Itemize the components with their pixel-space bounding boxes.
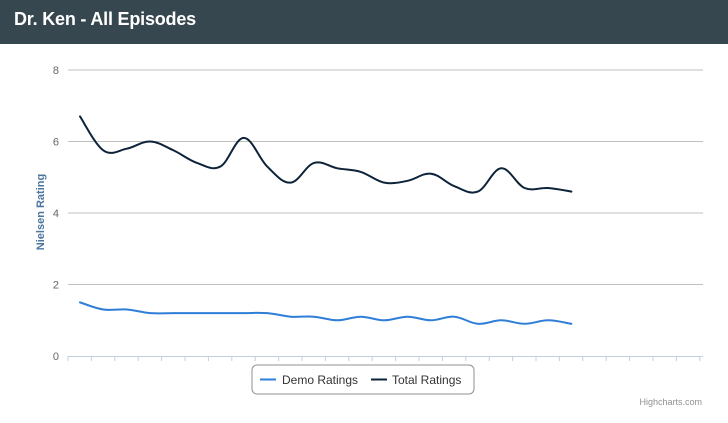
data-point-demo-ratings[interactable] <box>380 316 388 324</box>
data-point-demo-ratings[interactable] <box>357 313 365 321</box>
y-tick-label: 8 <box>53 65 59 77</box>
data-point-demo-ratings[interactable] <box>287 313 295 321</box>
data-point-demo-ratings[interactable] <box>474 320 482 328</box>
data-point-demo-ratings[interactable] <box>193 309 201 317</box>
data-point-total-ratings[interactable] <box>310 159 318 167</box>
data-point-total-ratings[interactable] <box>99 146 107 154</box>
data-point-demo-ratings[interactable] <box>240 309 248 317</box>
y-tick-label: 0 <box>53 351 59 363</box>
data-point-total-ratings[interactable] <box>76 112 84 120</box>
data-point-total-ratings[interactable] <box>240 134 248 142</box>
data-point-demo-ratings[interactable] <box>263 309 271 317</box>
data-point-demo-ratings[interactable] <box>310 313 318 321</box>
data-point-demo-ratings[interactable] <box>427 316 435 324</box>
legend-item-total-ratings[interactable]: Total Ratings <box>392 373 461 387</box>
legend-item-demo-ratings[interactable]: Demo Ratings <box>282 373 358 387</box>
grid-lines <box>68 69 703 285</box>
data-point-demo-ratings[interactable] <box>450 313 458 321</box>
data-point-total-ratings[interactable] <box>521 184 529 192</box>
series-line-total-ratings[interactable] <box>79 115 573 194</box>
legend[interactable]: Demo Ratings Total Ratings <box>251 364 475 395</box>
credits-link[interactable]: Highcharts.com <box>639 397 702 407</box>
y-axis-tick-labels: 0 2 4 6 8 <box>53 65 59 363</box>
data-point-demo-ratings[interactable] <box>544 316 552 324</box>
data-point-demo-ratings[interactable] <box>567 320 575 328</box>
data-point-total-ratings[interactable] <box>474 188 482 196</box>
data-point-total-ratings[interactable] <box>146 138 154 146</box>
data-point-demo-ratings[interactable] <box>521 320 529 328</box>
data-point-total-ratings[interactable] <box>567 188 575 196</box>
data-point-demo-ratings[interactable] <box>123 306 131 314</box>
x-axis <box>67 356 703 361</box>
series-lines <box>76 112 575 328</box>
y-tick-label: 2 <box>53 280 59 292</box>
data-point-demo-ratings[interactable] <box>146 309 154 317</box>
data-point-demo-ratings[interactable] <box>99 306 107 314</box>
data-point-total-ratings[interactable] <box>193 159 201 167</box>
data-point-total-ratings[interactable] <box>427 170 435 178</box>
data-point-total-ratings[interactable] <box>404 177 412 185</box>
data-point-total-ratings[interactable] <box>287 179 295 187</box>
data-point-total-ratings[interactable] <box>216 163 224 171</box>
data-point-total-ratings[interactable] <box>170 146 178 154</box>
data-point-total-ratings[interactable] <box>380 179 388 187</box>
data-point-total-ratings[interactable] <box>123 145 131 153</box>
data-point-total-ratings[interactable] <box>263 163 271 171</box>
chart-area: 0 2 4 6 8 Nielsen Rating Demo Ratings Total … <box>35 65 703 407</box>
legend-box <box>251 364 475 395</box>
data-point-total-ratings[interactable] <box>497 164 505 172</box>
data-point-demo-ratings[interactable] <box>497 316 505 324</box>
data-point-total-ratings[interactable] <box>357 168 365 176</box>
data-point-demo-ratings[interactable] <box>333 316 341 324</box>
chart-title: Dr. Ken - All Episodes <box>14 9 196 29</box>
data-point-demo-ratings[interactable] <box>404 313 412 321</box>
y-tick-label: 6 <box>53 137 59 149</box>
y-tick-label: 4 <box>53 208 59 220</box>
y-axis-title: Nielsen Rating <box>35 174 47 250</box>
chart-header: Dr. Ken - All Episodes <box>0 0 728 44</box>
data-point-total-ratings[interactable] <box>333 164 341 172</box>
series-line-demo-ratings[interactable] <box>79 301 573 325</box>
data-point-total-ratings[interactable] <box>544 184 552 192</box>
data-point-demo-ratings[interactable] <box>170 309 178 317</box>
data-point-demo-ratings[interactable] <box>216 309 224 317</box>
data-point-total-ratings[interactable] <box>450 182 458 190</box>
data-point-demo-ratings[interactable] <box>76 298 84 306</box>
